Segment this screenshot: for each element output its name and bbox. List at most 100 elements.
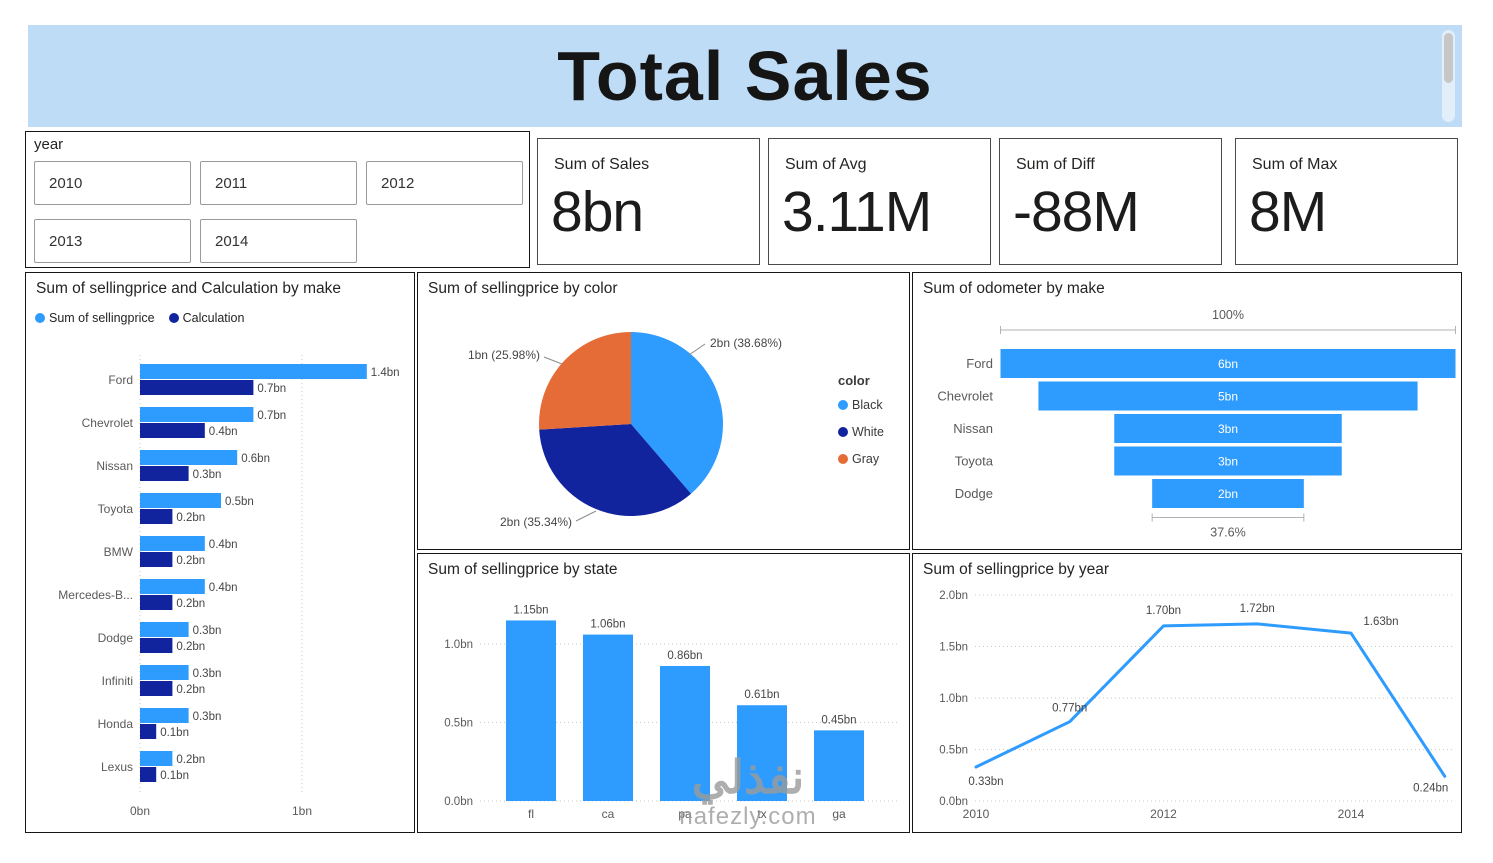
svg-text:Toyota: Toyota	[955, 454, 994, 469]
legend-label: Sum of sellingprice	[49, 311, 155, 325]
odometer-funnel-chart[interactable]: 100% Ford 6bn Chevrolet 5bn Nissan 3bn Toyota 3b…	[913, 299, 1461, 549]
panel-sellingprice-by-year: Sum of sellingprice by year 0.0bn 0.5bn 1.…	[912, 553, 1462, 833]
svg-text:37.6%: 37.6%	[1210, 526, 1245, 540]
year-button-2011[interactable]: 2011	[200, 161, 357, 205]
svg-text:100%: 100%	[1212, 308, 1244, 322]
svg-text:0.5bn: 0.5bn	[444, 718, 473, 730]
color-pie-chart[interactable]: 2bn (38.68%) 2bn (35.34%) 1bn (25.98%)	[418, 273, 909, 549]
year-button-2014[interactable]: 2014	[200, 219, 357, 263]
svg-text:ca: ca	[602, 807, 615, 821]
legend-item-calculation[interactable]: Calculation	[168, 311, 244, 325]
svg-text:2bn (35.34%): 2bn (35.34%)	[500, 515, 572, 529]
svg-text:Toyota: Toyota	[98, 502, 134, 516]
svg-text:0.4bn: 0.4bn	[209, 582, 238, 594]
svg-text:1bn (25.98%): 1bn (25.98%)	[468, 348, 540, 362]
svg-text:0.2bn: 0.2bn	[176, 598, 205, 610]
svg-text:1bn: 1bn	[292, 804, 312, 818]
svg-text:0.5bn: 0.5bn	[939, 745, 968, 757]
page-title: Total Sales	[557, 37, 933, 115]
panel-sellingprice-by-state: Sum of sellingprice by state 0.0bn 0.5bn 1…	[417, 553, 910, 833]
legend-item-gray[interactable]: Gray	[838, 452, 884, 466]
kpi-value: 8M	[1249, 180, 1327, 244]
legend: Sum of sellingprice Calculation	[35, 311, 244, 325]
svg-text:1.5bn: 1.5bn	[939, 642, 968, 654]
svg-text:2.0bn: 2.0bn	[939, 590, 968, 602]
state-bar-chart[interactable]: 0.0bn 0.5bn 1.0bn 1.15bn fl 1.06bn ca 0.86bn pa 0…	[418, 582, 909, 832]
svg-text:0.7bn: 0.7bn	[257, 410, 286, 422]
legend-label: Black	[852, 398, 883, 412]
chart-title: Sum of sellingprice by state	[428, 561, 618, 578]
svg-text:0.4bn: 0.4bn	[209, 539, 238, 551]
svg-text:0.77bn: 0.77bn	[1052, 703, 1087, 715]
scrollbar-thumb[interactable]	[1444, 33, 1453, 83]
svg-text:2012: 2012	[1150, 807, 1177, 821]
year-button-2012[interactable]: 2012	[366, 161, 523, 205]
svg-text:Mercedes-B...: Mercedes-B...	[58, 588, 133, 602]
panel-sellingprice-by-color: Sum of sellingprice by color 2bn (38.68%…	[417, 272, 910, 550]
svg-text:0.0bn: 0.0bn	[939, 796, 968, 808]
chart-title: Sum of sellingprice by color	[428, 280, 618, 297]
year-button-2013[interactable]: 2013	[34, 219, 191, 263]
svg-text:1.0bn: 1.0bn	[444, 639, 473, 651]
legend-label: Gray	[852, 452, 880, 466]
svg-text:1.4bn: 1.4bn	[371, 367, 400, 379]
chart-title: Sum of sellingprice by year	[923, 561, 1110, 578]
gray-swatch-icon	[838, 454, 848, 464]
legend-item-black[interactable]: Black	[838, 398, 884, 412]
svg-text:0.24bn: 0.24bn	[1413, 782, 1448, 794]
kpi-card-sum-of-max: Sum of Max 8M	[1235, 138, 1458, 265]
svg-text:2010: 2010	[963, 807, 990, 821]
svg-text:1.72bn: 1.72bn	[1240, 603, 1275, 615]
svg-text:0.2bn: 0.2bn	[176, 512, 205, 524]
svg-text:5bn: 5bn	[1218, 390, 1238, 404]
kpi-value: 8bn	[551, 180, 644, 244]
svg-text:0.5bn: 0.5bn	[225, 496, 254, 508]
kpi-card-sum-of-avg: Sum of Avg 3.11M	[768, 138, 991, 265]
svg-text:Ford: Ford	[108, 373, 133, 387]
svg-text:0.33bn: 0.33bn	[968, 776, 1003, 788]
slicer-title: year	[34, 136, 64, 153]
year-line-chart[interactable]: 0.0bn 0.5bn 1.0bn 1.5bn 2.0bn 2010 2012 2014 0.3…	[913, 582, 1461, 832]
svg-text:Chevrolet: Chevrolet	[82, 416, 134, 430]
svg-text:0.7bn: 0.7bn	[257, 383, 286, 395]
year-button-2010[interactable]: 2010	[34, 161, 191, 205]
calculation-swatch-icon	[168, 313, 179, 323]
white-swatch-icon	[838, 427, 848, 437]
svg-text:ga: ga	[832, 807, 846, 821]
kpi-label: Sum of Sales	[554, 156, 650, 173]
legend-title: color	[838, 373, 870, 388]
svg-text:0bn: 0bn	[130, 804, 150, 818]
svg-text:0.0bn: 0.0bn	[444, 796, 473, 808]
kpi-value: -88M	[1013, 180, 1140, 244]
svg-text:0.3bn: 0.3bn	[193, 469, 222, 481]
svg-text:Lexus: Lexus	[101, 760, 133, 774]
legend-item-white[interactable]: White	[838, 425, 884, 439]
kpi-label: Sum of Diff	[1016, 156, 1095, 173]
make-bar-chart[interactable]: 0bn 1bn Ford 1.4bn 0.7bn Chevrolet 0.7bn 0.4bn N…	[27, 331, 413, 828]
svg-text:0.2bn: 0.2bn	[176, 684, 205, 696]
svg-text:1.15bn: 1.15bn	[513, 604, 548, 616]
svg-text:fl: fl	[528, 807, 534, 821]
svg-text:0.2bn: 0.2bn	[176, 641, 205, 653]
year-slicer: year 2010 2011 2012 2013 2014	[25, 131, 530, 268]
svg-text:3bn: 3bn	[1218, 422, 1238, 436]
header-scrollbar[interactable]	[1442, 30, 1455, 122]
kpi-label: Sum of Avg	[785, 156, 867, 173]
sellingprice-swatch-icon	[35, 313, 45, 323]
svg-text:tx: tx	[757, 807, 766, 821]
svg-text:Honda: Honda	[98, 717, 134, 731]
svg-text:0.45bn: 0.45bn	[821, 714, 856, 726]
svg-text:1.70bn: 1.70bn	[1146, 605, 1181, 617]
svg-text:0.3bn: 0.3bn	[193, 625, 222, 637]
svg-text:0.2bn: 0.2bn	[176, 555, 205, 567]
svg-text:0.86bn: 0.86bn	[667, 650, 702, 662]
legend-label: White	[852, 425, 884, 439]
svg-text:Chevrolet: Chevrolet	[937, 389, 993, 404]
svg-text:0.3bn: 0.3bn	[193, 668, 222, 680]
legend-item-sellingprice[interactable]: Sum of sellingprice	[35, 311, 155, 325]
svg-text:0.2bn: 0.2bn	[176, 754, 205, 766]
svg-text:2bn: 2bn	[1218, 487, 1238, 501]
chart-title: Sum of sellingprice and Calculation by m…	[36, 280, 341, 297]
svg-text:0.4bn: 0.4bn	[209, 426, 238, 438]
svg-text:BMW: BMW	[104, 545, 134, 559]
